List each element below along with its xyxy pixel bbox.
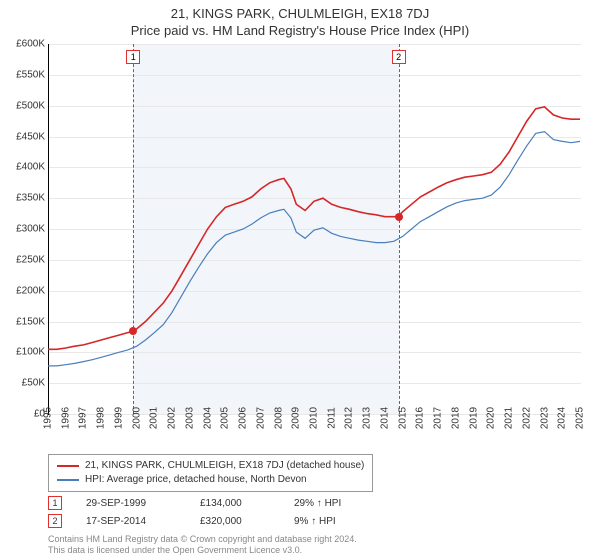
x-axis-label: 2019	[468, 407, 479, 429]
chart-plot-area: £0£50K£100K£150K£200K£250K£300K£350K£400…	[48, 44, 580, 414]
y-axis-label: £450K	[16, 131, 49, 142]
x-axis-label: 2002	[167, 407, 178, 429]
y-axis-label: £300K	[16, 224, 49, 235]
sale-index-box: 1	[48, 496, 62, 510]
chart-lines	[48, 44, 580, 414]
chart-container: 21, KINGS PARK, CHULMLEIGH, EX18 7DJ Pri…	[0, 0, 600, 560]
y-axis-label: £400K	[16, 162, 49, 173]
footer-attribution: Contains HM Land Registry data © Crown c…	[48, 534, 357, 556]
y-axis-label: £600K	[16, 39, 49, 50]
x-axis-label: 2000	[131, 407, 142, 429]
sale-price: £320,000	[200, 516, 270, 527]
x-axis-label: 2009	[291, 407, 302, 429]
x-axis-label: 2010	[309, 407, 320, 429]
series-line	[48, 107, 580, 349]
sale-index-box: 2	[48, 514, 62, 528]
sales-table: 1 29-SEP-1999 £134,000 29% ↑ HPI 2 17-SEP-201…	[48, 494, 384, 530]
y-axis-label: £500K	[16, 100, 49, 111]
y-axis-label: £200K	[16, 285, 49, 296]
x-axis-labels: 1995199619971998199920002001200220032004…	[48, 418, 580, 454]
y-axis-label: £550K	[16, 69, 49, 80]
legend-swatch	[57, 479, 79, 481]
x-axis-label: 2022	[521, 407, 532, 429]
x-axis-label: 2008	[273, 407, 284, 429]
legend-label: HPI: Average price, detached house, Nort…	[85, 473, 307, 487]
x-axis-label: 2015	[397, 407, 408, 429]
x-axis-label: 2018	[450, 407, 461, 429]
x-axis-label: 1995	[43, 407, 54, 429]
series-line	[48, 132, 580, 366]
x-axis-label: 2003	[184, 407, 195, 429]
x-axis-label: 2005	[220, 407, 231, 429]
sale-row: 1 29-SEP-1999 £134,000 29% ↑ HPI	[48, 494, 384, 512]
x-axis-label: 2016	[415, 407, 426, 429]
footer-line-2: This data is licensed under the Open Gov…	[48, 545, 357, 556]
sale-hpi: 9% ↑ HPI	[294, 516, 384, 527]
x-axis-label: 1999	[113, 407, 124, 429]
x-axis-label: 2025	[575, 407, 586, 429]
chart-title-address: 21, KINGS PARK, CHULMLEIGH, EX18 7DJ	[0, 0, 600, 21]
legend-swatch	[57, 465, 79, 467]
sale-hpi: 29% ↑ HPI	[294, 498, 384, 509]
x-axis-label: 2001	[149, 407, 160, 429]
x-axis-label: 2021	[504, 407, 515, 429]
x-axis-label: 1998	[96, 407, 107, 429]
x-axis-label: 2011	[326, 407, 337, 429]
y-axis-label: £150K	[16, 316, 49, 327]
legend-item: 21, KINGS PARK, CHULMLEIGH, EX18 7DJ (de…	[57, 459, 364, 473]
x-axis-label: 2007	[255, 407, 266, 429]
legend-box: 21, KINGS PARK, CHULMLEIGH, EX18 7DJ (de…	[48, 454, 373, 492]
sale-date: 17-SEP-2014	[86, 516, 176, 527]
x-axis-label: 2004	[202, 407, 213, 429]
y-axis-label: £100K	[16, 347, 49, 358]
x-axis-label: 1997	[78, 407, 89, 429]
legend-item: HPI: Average price, detached house, Nort…	[57, 473, 364, 487]
x-axis-label: 1996	[60, 407, 71, 429]
x-axis-label: 2024	[557, 407, 568, 429]
footer-line-1: Contains HM Land Registry data © Crown c…	[48, 534, 357, 545]
x-axis-label: 2012	[344, 407, 355, 429]
sale-row: 2 17-SEP-2014 £320,000 9% ↑ HPI	[48, 512, 384, 530]
sale-date: 29-SEP-1999	[86, 498, 176, 509]
legend-label: 21, KINGS PARK, CHULMLEIGH, EX18 7DJ (de…	[85, 459, 364, 473]
sale-price: £134,000	[200, 498, 270, 509]
x-axis-label: 2023	[539, 407, 550, 429]
y-axis-label: £350K	[16, 193, 49, 204]
chart-title-sub: Price paid vs. HM Land Registry's House …	[0, 21, 600, 42]
x-axis-label: 2014	[379, 407, 390, 429]
x-axis-label: 2017	[433, 407, 444, 429]
x-axis-label: 2006	[238, 407, 249, 429]
x-axis-label: 2013	[362, 407, 373, 429]
y-axis-label: £250K	[16, 254, 49, 265]
x-axis-label: 2020	[486, 407, 497, 429]
y-axis-label: £50K	[22, 378, 49, 389]
